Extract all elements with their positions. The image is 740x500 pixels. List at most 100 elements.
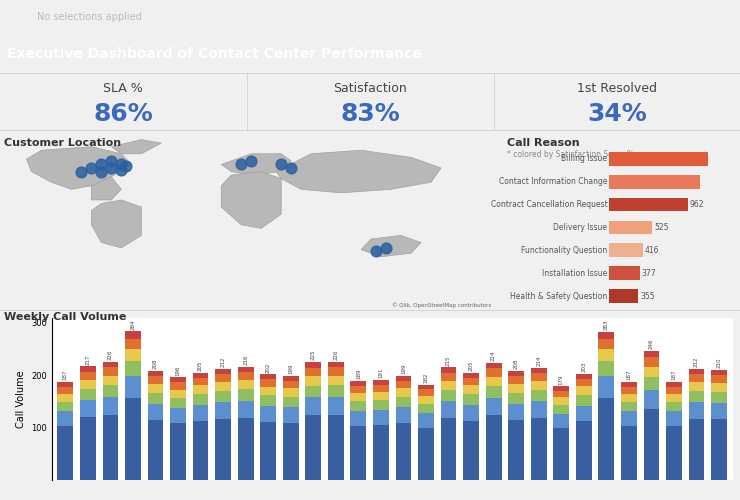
Bar [147, 404, 164, 420]
Bar [554, 398, 569, 405]
Point [275, 160, 287, 168]
Bar [599, 332, 614, 339]
Point [75, 168, 87, 175]
Bar [531, 402, 547, 418]
Bar [463, 394, 479, 405]
Bar [215, 419, 231, 480]
Bar [554, 386, 569, 391]
Bar [463, 372, 479, 378]
Text: Functionality Question: Functionality Question [521, 246, 608, 255]
Bar [103, 362, 118, 368]
Bar [147, 371, 164, 376]
Bar [531, 418, 547, 480]
Text: Executive Dashboard of Contact Center Performance: Executive Dashboard of Contact Center Pe… [7, 47, 422, 60]
Text: 377: 377 [642, 268, 656, 278]
Text: Billing Issue: Billing Issue [562, 154, 608, 164]
Bar [418, 413, 434, 428]
Bar [192, 394, 209, 405]
Bar [80, 380, 95, 389]
Text: 226: 226 [108, 350, 113, 360]
Bar [125, 338, 141, 349]
Polygon shape [276, 150, 441, 193]
Bar [609, 198, 688, 211]
Text: 189: 189 [356, 369, 361, 380]
Text: 416: 416 [645, 246, 659, 255]
Bar [440, 390, 457, 401]
Text: 187: 187 [63, 370, 68, 380]
Point [286, 164, 297, 172]
Text: 246: 246 [649, 339, 654, 349]
Bar [508, 404, 524, 420]
Bar [689, 382, 704, 391]
Bar [666, 387, 682, 394]
Bar [80, 400, 95, 417]
Bar [283, 381, 299, 388]
Bar [576, 374, 592, 379]
Text: Call Reason: Call Reason [507, 138, 579, 148]
Bar [170, 398, 186, 408]
Polygon shape [112, 140, 161, 154]
Bar [599, 362, 614, 376]
Point [370, 248, 382, 256]
Bar [192, 378, 209, 386]
Text: 525: 525 [654, 223, 668, 232]
Bar [238, 418, 254, 480]
Text: © Qlik, OpenStreetMap contributors: © Qlik, OpenStreetMap contributors [391, 302, 491, 308]
Bar [125, 331, 141, 338]
Bar [621, 387, 637, 394]
Text: 208: 208 [514, 359, 519, 370]
Point [121, 162, 132, 170]
Point [235, 160, 247, 168]
Bar [238, 372, 254, 380]
Bar [485, 398, 502, 415]
Bar [609, 220, 652, 234]
Bar [170, 378, 186, 382]
Text: 203: 203 [582, 362, 586, 372]
Bar [260, 380, 276, 387]
Text: Health & Safety Question: Health & Safety Question [510, 292, 608, 300]
Bar [644, 358, 659, 366]
Text: 83%: 83% [340, 102, 400, 126]
Text: Customer Location: Customer Location [4, 138, 121, 148]
Bar [80, 372, 95, 380]
Bar [58, 387, 73, 394]
Text: 196: 196 [175, 365, 181, 376]
Bar [306, 376, 321, 386]
Bar [711, 370, 727, 376]
Bar [554, 428, 569, 480]
Text: 34%: 34% [588, 102, 647, 126]
Bar [621, 402, 637, 411]
Bar [576, 422, 592, 480]
Bar [328, 415, 344, 480]
Bar [609, 152, 708, 166]
Bar [306, 415, 321, 480]
Bar [170, 382, 186, 390]
Bar [463, 378, 479, 386]
Bar [260, 387, 276, 396]
Bar [125, 349, 141, 361]
Point [95, 168, 107, 175]
Text: 284: 284 [130, 319, 135, 330]
Bar [644, 390, 659, 409]
Bar [58, 394, 73, 402]
Text: 225: 225 [311, 350, 316, 360]
Bar [599, 398, 614, 480]
Text: 217: 217 [85, 354, 90, 364]
Bar [576, 379, 592, 386]
Bar [418, 384, 434, 390]
Bar [599, 350, 614, 362]
Text: 179: 179 [559, 374, 564, 384]
Bar [666, 426, 682, 480]
Bar [215, 374, 231, 382]
Bar [373, 380, 388, 385]
Text: Delivery Issue: Delivery Issue [554, 223, 608, 232]
Text: 187: 187 [626, 370, 631, 380]
Polygon shape [361, 236, 421, 257]
Bar [644, 366, 659, 377]
Bar [418, 404, 434, 413]
Bar [58, 402, 73, 411]
Bar [192, 421, 209, 480]
Bar [328, 368, 344, 376]
Bar [711, 383, 727, 392]
Polygon shape [221, 154, 292, 175]
